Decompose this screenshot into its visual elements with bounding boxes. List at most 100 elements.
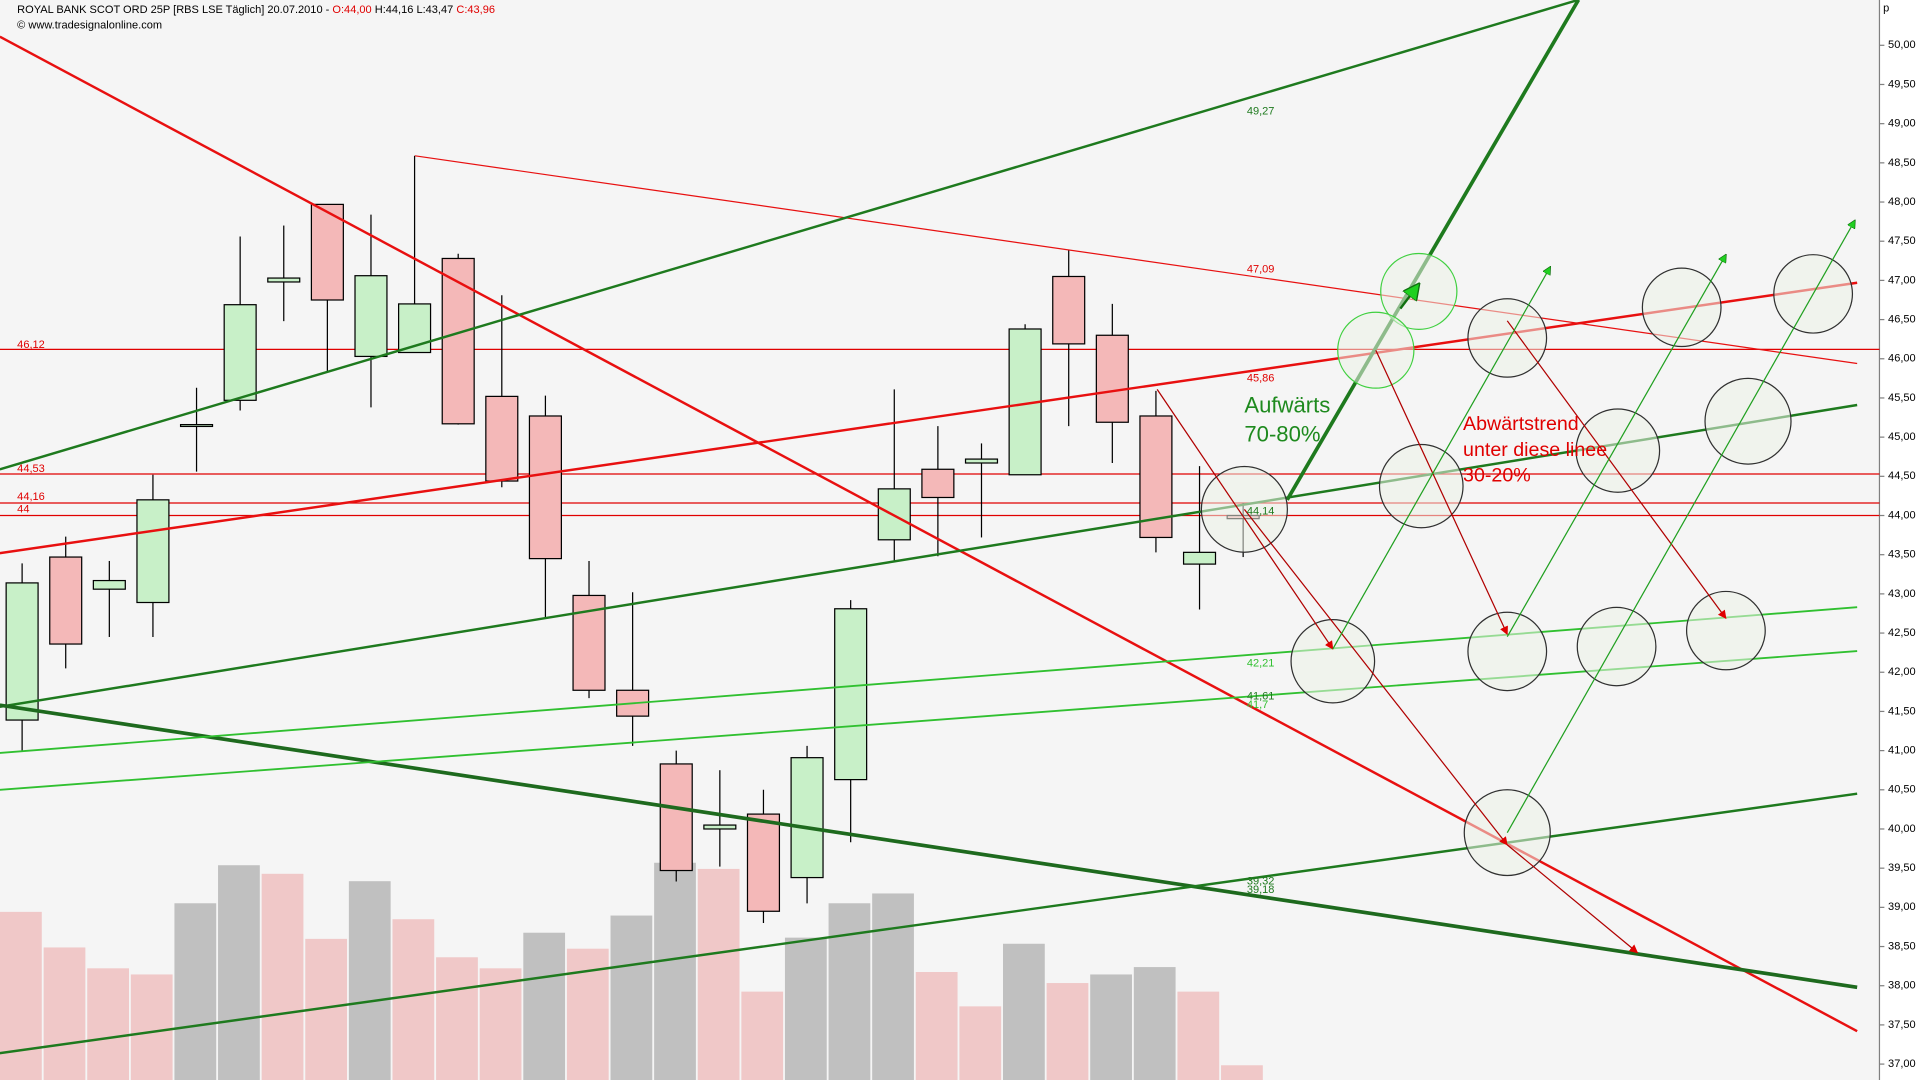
y-tick-label: 45,00 bbox=[1888, 431, 1916, 443]
candle-body bbox=[1095, 334, 1129, 423]
annotation: Aufwärts bbox=[1244, 392, 1330, 417]
arrow bbox=[1332, 267, 1550, 650]
source: © www.tradesignalonline.com bbox=[17, 20, 162, 32]
annotation: unter diese linee bbox=[1463, 439, 1607, 461]
y-tick-label: 44,50 bbox=[1888, 470, 1916, 482]
volume-bar bbox=[218, 865, 260, 1080]
candle-body bbox=[921, 468, 955, 499]
circle bbox=[1467, 611, 1548, 692]
volume-bar bbox=[1177, 991, 1220, 1080]
arrow bbox=[1399, 284, 1418, 310]
circle bbox=[1576, 606, 1657, 687]
volume-bar bbox=[1221, 1065, 1263, 1080]
candle-body bbox=[92, 579, 126, 590]
line-label: 39,18 bbox=[1247, 884, 1275, 896]
y-tick-label: 49,00 bbox=[1888, 118, 1916, 130]
volume-bar bbox=[174, 903, 217, 1080]
circle bbox=[1685, 590, 1766, 671]
y-tick-label: 49,50 bbox=[1888, 78, 1916, 90]
volume-bar bbox=[741, 991, 784, 1080]
volume-bar bbox=[959, 1006, 1002, 1080]
chart-header: ROYAL BANK SCOT ORD 25P [RBS LSE Täglich… bbox=[17, 4, 495, 16]
y-tick-label: 42,00 bbox=[1888, 666, 1916, 678]
trend-line bbox=[0, 703, 1858, 990]
candle-body bbox=[703, 824, 737, 830]
candle-body bbox=[485, 395, 519, 482]
ohlc-label: L:43,47 bbox=[416, 4, 453, 16]
volume-bar bbox=[828, 903, 871, 1080]
candle-body bbox=[441, 257, 475, 425]
volume-bar bbox=[1046, 983, 1089, 1080]
circle bbox=[1290, 618, 1376, 704]
y-tick-label: 38,50 bbox=[1888, 940, 1916, 952]
volume-bar bbox=[523, 932, 566, 1080]
volume-bar bbox=[261, 873, 304, 1080]
trend-line bbox=[414, 155, 1858, 365]
y-axis: 37,00 37,50 38,00 38,50 39,00 39,50 40,00 40,50… bbox=[1879, 39, 1916, 1070]
line-label: 44 bbox=[17, 503, 29, 515]
candle-body bbox=[1052, 275, 1086, 345]
y-tick-label: 46,50 bbox=[1888, 314, 1916, 326]
y-tick-label: 48,50 bbox=[1888, 157, 1916, 169]
candle-body bbox=[5, 582, 39, 721]
line-label: 44,53 bbox=[17, 463, 45, 475]
y-tick-label: 47,00 bbox=[1888, 274, 1916, 286]
chart-title: ROYAL BANK SCOT ORD 25P [RBS LSE Täglich… bbox=[17, 4, 329, 16]
y-tick-label: 46,00 bbox=[1888, 353, 1916, 365]
candle-body bbox=[310, 203, 344, 301]
y-tick-label: 37,50 bbox=[1888, 1019, 1916, 1031]
volume-layer bbox=[0, 862, 1263, 1080]
y-tick-label: 40,00 bbox=[1888, 823, 1916, 835]
line-label: 49,27 bbox=[1247, 105, 1275, 117]
line-label: 42,21 bbox=[1247, 658, 1275, 670]
y-tick-label: 39,50 bbox=[1888, 862, 1916, 874]
y-tick-label: 41,50 bbox=[1888, 705, 1916, 717]
ohlc-label: H:44,16 bbox=[375, 4, 414, 16]
arrow bbox=[1506, 844, 1639, 954]
arrow bbox=[1506, 320, 1727, 620]
candle-body bbox=[398, 303, 432, 354]
volume-bar bbox=[0, 911, 42, 1080]
trend-line bbox=[0, 650, 1858, 791]
arrow-layer bbox=[1156, 220, 1855, 954]
candle-body bbox=[49, 556, 83, 645]
y-tick-label: 47,50 bbox=[1888, 235, 1916, 247]
arrow bbox=[1243, 509, 1508, 846]
y-tick-label: 41,00 bbox=[1888, 745, 1916, 757]
volume-bar bbox=[1002, 943, 1045, 1080]
volume-bar bbox=[697, 868, 740, 1080]
volume-bar bbox=[392, 919, 435, 1080]
y-tick-label: 48,00 bbox=[1888, 196, 1916, 208]
candle-layer bbox=[5, 155, 1260, 924]
candle-body bbox=[572, 594, 606, 691]
line-label: 44,14 bbox=[1247, 506, 1275, 518]
volume-bar bbox=[43, 947, 86, 1080]
trend-line bbox=[1285, 0, 1581, 501]
line-label: 44,16 bbox=[17, 491, 45, 503]
y-tick-label: 40,50 bbox=[1888, 784, 1916, 796]
volume-bar bbox=[654, 862, 696, 1080]
candle-body bbox=[790, 757, 824, 879]
y-tick-label: 37,00 bbox=[1888, 1058, 1916, 1070]
trend-line bbox=[0, 403, 1858, 708]
candle-body bbox=[1182, 551, 1217, 565]
volume-bar bbox=[348, 881, 391, 1080]
annotation: Abwärtstrend bbox=[1463, 413, 1579, 435]
candle-body bbox=[354, 275, 388, 358]
y-tick-label: 50,00 bbox=[1888, 39, 1916, 51]
circle bbox=[1641, 267, 1722, 348]
volume-bar bbox=[610, 915, 653, 1080]
y-tick-label: 44,00 bbox=[1888, 509, 1916, 521]
candle-body bbox=[179, 423, 214, 428]
volume-bar bbox=[1090, 974, 1132, 1080]
trend-line bbox=[0, 0, 1579, 471]
candle-body bbox=[223, 304, 257, 401]
annotation: 30-20% bbox=[1463, 465, 1531, 487]
volume-bar bbox=[1133, 967, 1176, 1080]
line-label: 39,32 bbox=[1247, 876, 1275, 888]
arrow bbox=[1506, 255, 1726, 638]
ohlc-label: C:43,96 bbox=[456, 4, 495, 16]
